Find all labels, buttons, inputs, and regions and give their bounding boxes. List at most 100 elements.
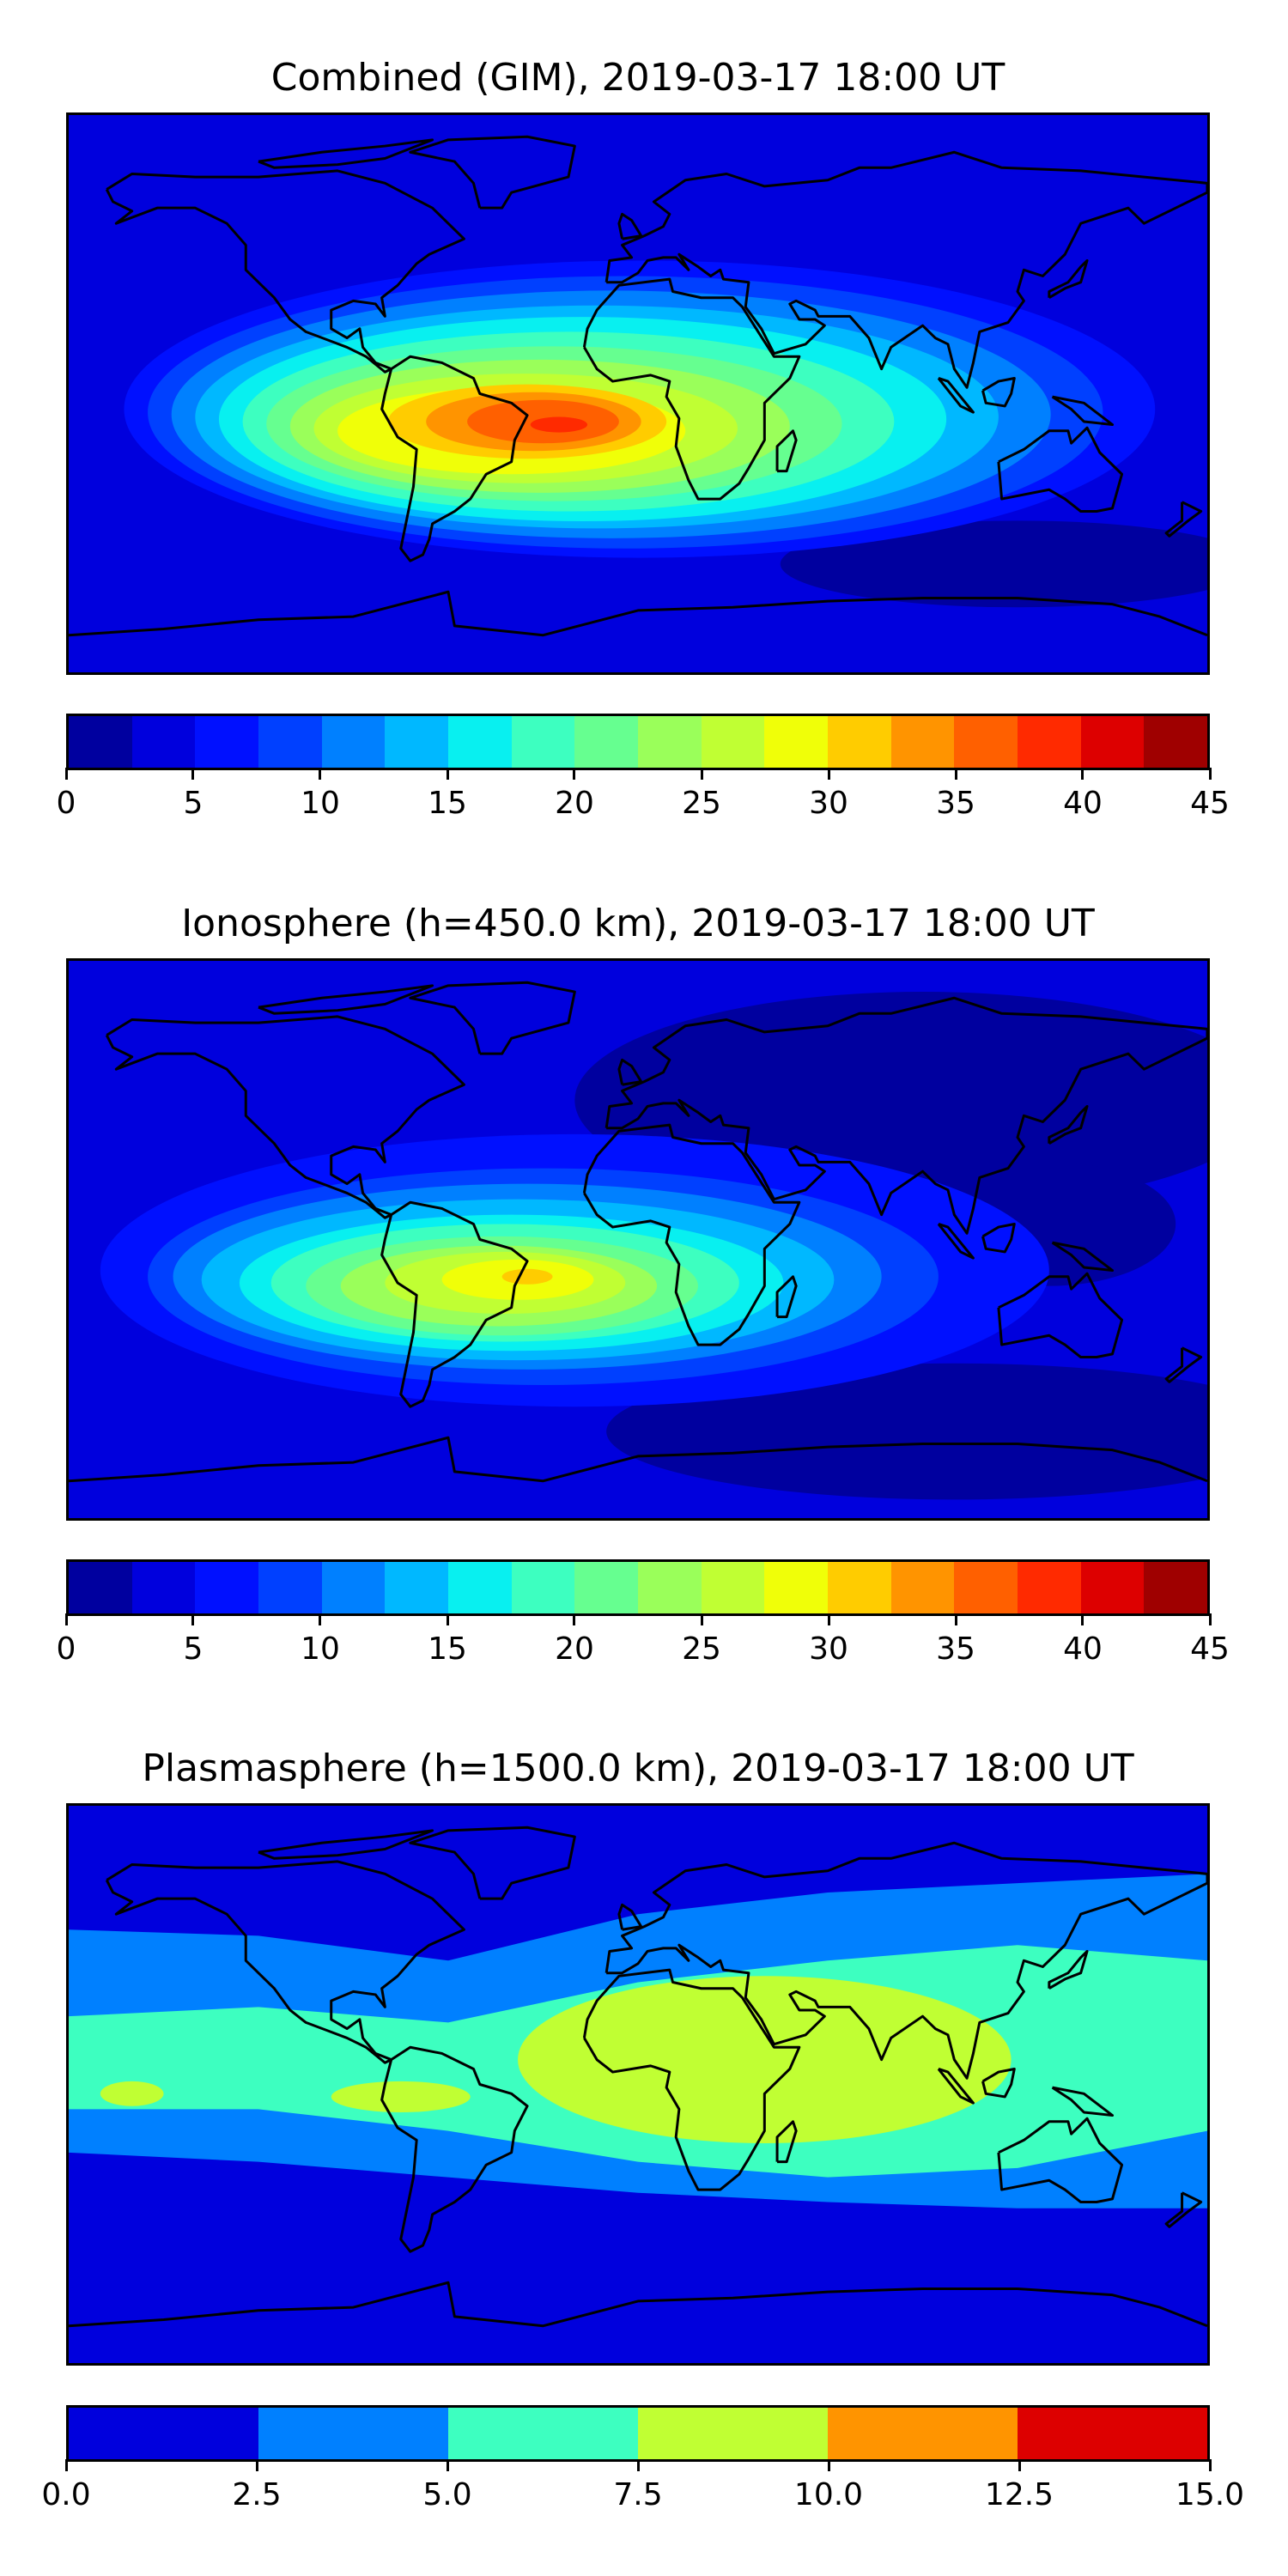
coastline-australia	[999, 2118, 1122, 2202]
tick-label: 5	[183, 1631, 204, 1667]
tick-label: 25	[682, 786, 721, 821]
colorbar-plasmasphere	[66, 2405, 1210, 2462]
tick-mark	[1208, 768, 1212, 780]
coastline-south-america	[382, 356, 527, 561]
colorbar-swatch	[574, 716, 639, 768]
coastline-australia	[999, 428, 1122, 511]
tick-label: 0	[56, 1631, 76, 1667]
coastline-borneo	[982, 378, 1014, 405]
tick-label: 0.0	[41, 2477, 91, 2512]
colorbar-swatch	[638, 1562, 702, 1613]
colorbar-ticks-combined: 0 5 10 15 20 25 30 35 40 45	[57, 768, 1230, 836]
tick-mark	[573, 768, 576, 780]
tick-mark	[636, 2459, 640, 2471]
contour-region	[501, 1268, 553, 1285]
coastline-new-zealand	[1166, 502, 1201, 537]
tick-mark	[1208, 1613, 1212, 1625]
contour-region	[518, 1976, 1012, 2144]
colorbar-swatch	[828, 716, 891, 768]
coastline-sumatra	[939, 1224, 974, 1258]
coastline-north-america	[106, 1017, 464, 1218]
colorbar-swatch	[1018, 716, 1081, 768]
tick-label: 35	[936, 786, 975, 821]
colorbar-swatch	[131, 716, 196, 768]
colorbar-swatch	[511, 716, 575, 768]
colorbar-swatch	[954, 716, 1018, 768]
coastline-new-guinea	[1053, 1242, 1113, 1270]
contour-region	[100, 2081, 164, 2106]
colorbar-swatch	[1080, 716, 1145, 768]
contour-region	[331, 2081, 471, 2112]
tick-mark	[64, 1613, 68, 1625]
coastline-madagascar	[777, 2122, 796, 2162]
colorbar-swatch	[385, 1562, 449, 1613]
tick-mark	[1081, 768, 1084, 780]
coastline-britain	[619, 214, 641, 239]
map-title-combined: Combined (GIM), 2019-03-17 18:00 UT	[270, 56, 1005, 100]
tick-label: 7.5	[613, 2477, 663, 2512]
coastline-antarctica	[69, 2282, 1207, 2325]
colorbar-swatch	[764, 1562, 829, 1613]
coastline-new-zealand	[1166, 1348, 1201, 1382]
colorbar-swatch	[890, 1562, 955, 1613]
tick-label: 25	[682, 1631, 721, 1667]
tick-mark	[446, 1613, 449, 1625]
tick-label: 10	[301, 1631, 340, 1667]
coastline-arctic-islands	[258, 1831, 433, 1858]
tick-mark	[700, 1613, 703, 1625]
colorbar-swatch	[1080, 1562, 1145, 1613]
contour-region	[530, 416, 588, 433]
coastline-africa	[584, 1970, 799, 2190]
map-combined	[66, 112, 1210, 675]
tick-mark	[191, 768, 195, 780]
colorbar-swatch	[69, 1562, 132, 1613]
colorbar-ticks-plasmasphere: 0.0 2.5 5.0 7.5 10.0 12.5 15.0	[41, 2459, 1244, 2528]
tick-mark	[1208, 2459, 1212, 2471]
tick-label: 30	[809, 786, 848, 821]
tick-label: 35	[936, 1631, 975, 1667]
coastline-antarctica	[69, 592, 1207, 635]
colorbar-swatch	[954, 1562, 1018, 1613]
colorbar-swatch	[321, 1562, 386, 1613]
tick-mark	[1018, 2459, 1021, 2471]
coastline-sumatra	[939, 378, 974, 412]
coastline-south-america	[382, 1202, 527, 1406]
coastline-africa	[584, 279, 799, 499]
colorbar-swatch	[828, 1562, 891, 1613]
tick-mark	[573, 1613, 576, 1625]
coastline-south-america	[382, 2047, 527, 2251]
colorbar-swatch	[701, 1562, 765, 1613]
tick-mark	[319, 768, 322, 780]
coastline-new-guinea	[1053, 2087, 1113, 2115]
coastline-britain	[619, 1060, 641, 1084]
colorbar-swatch	[448, 716, 512, 768]
colorbar-swatch	[448, 1562, 512, 1613]
tick-mark	[446, 768, 449, 780]
colorbar-swatch	[195, 716, 259, 768]
tick-label: 15	[428, 1631, 467, 1667]
coastline-arctic-islands	[258, 986, 433, 1013]
colorbar-swatch	[890, 716, 955, 768]
tick-label: 2.5	[232, 2477, 282, 2512]
colorbar-swatch	[1144, 716, 1208, 768]
colorbar-swatch	[764, 716, 829, 768]
coastline-britain	[619, 1905, 641, 1929]
coastline-japan	[1049, 1106, 1087, 1143]
colorbar-ionosphere	[66, 1559, 1210, 1616]
coastline-greenland	[410, 1827, 575, 1899]
tick-mark	[954, 768, 957, 780]
tick-mark	[827, 1613, 830, 1625]
map-title-ionosphere: Ionosphere (h=450.0 km), 2019-03-17 18:0…	[181, 902, 1095, 945]
colorbar-swatch	[1144, 1562, 1208, 1613]
colorbar-swatch	[69, 716, 132, 768]
tick-label: 15.0	[1175, 2477, 1245, 2512]
colorbar-swatch	[511, 1562, 575, 1613]
coastline-borneo	[982, 1224, 1014, 1251]
coastline-madagascar	[777, 431, 796, 471]
coastline-australia	[999, 1273, 1122, 1357]
tick-mark	[64, 2459, 68, 2471]
tick-label: 12.5	[984, 2477, 1054, 2512]
colorbar-swatch	[828, 2408, 1018, 2459]
tick-label: 45	[1190, 1631, 1230, 1667]
coastline-japan	[1049, 1951, 1087, 1988]
